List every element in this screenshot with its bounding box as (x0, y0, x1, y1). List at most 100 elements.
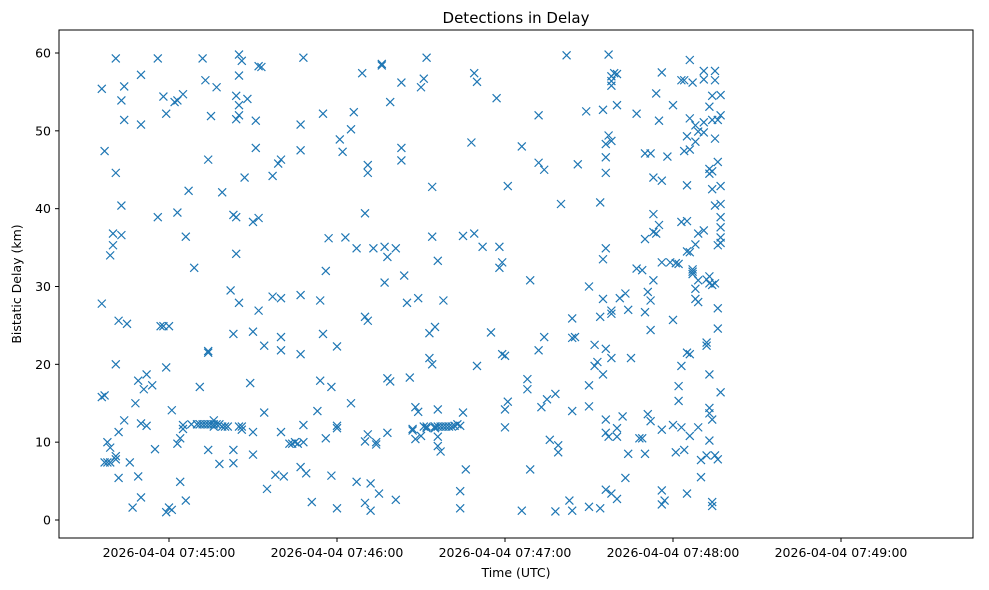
data-point (646, 296, 656, 305)
data-point (97, 84, 107, 94)
data-point (685, 113, 695, 123)
data-point (228, 445, 238, 455)
data-point (198, 54, 208, 63)
data-point (315, 296, 325, 305)
data-point (702, 338, 712, 347)
data-point (172, 439, 182, 449)
x-tick-label: 2026-04-04 07:45:00 (103, 545, 236, 560)
data-point (405, 373, 415, 382)
data-point (685, 247, 695, 257)
data-point (646, 416, 656, 426)
data-point (500, 422, 510, 432)
data-point (539, 332, 549, 342)
data-point (203, 348, 213, 358)
data-point (189, 263, 199, 273)
data-point (623, 449, 633, 459)
data-point (503, 397, 513, 407)
data-point (226, 285, 236, 295)
data-point (385, 377, 395, 386)
data-point (604, 50, 614, 59)
data-point (270, 470, 280, 480)
data-point (276, 155, 286, 165)
data-point (371, 437, 381, 447)
data-point (382, 428, 392, 438)
data-point (452, 419, 462, 429)
data-point (105, 250, 115, 260)
x-tick-label: 2026-04-04 07:49:00 (775, 545, 908, 560)
data-point (234, 298, 244, 308)
data-point (430, 423, 440, 433)
data-point (648, 227, 658, 237)
data-point (690, 137, 700, 147)
data-point (363, 316, 373, 326)
data-point (332, 421, 342, 431)
data-point (276, 345, 286, 355)
data-point (438, 296, 448, 305)
data-point (102, 457, 112, 467)
data-point (363, 168, 373, 178)
data-point (338, 147, 348, 157)
data-point (402, 298, 412, 308)
data-point (657, 425, 667, 435)
data-point (696, 455, 706, 465)
y-tick-label: 30 (35, 279, 51, 294)
data-point (497, 257, 507, 267)
data-point (296, 290, 306, 300)
data-point (391, 495, 401, 505)
data-point (710, 450, 720, 460)
data-point (153, 212, 163, 222)
data-point (231, 114, 241, 124)
data-point (276, 332, 286, 342)
data-point (161, 507, 171, 517)
data-point (234, 50, 244, 59)
data-point (525, 275, 535, 285)
y-tick-label: 20 (35, 357, 51, 372)
data-point (472, 361, 482, 371)
data-point (312, 406, 322, 416)
data-point (170, 97, 180, 107)
data-point (699, 117, 709, 127)
data-point (612, 423, 622, 433)
data-point (416, 82, 426, 92)
data-point (534, 158, 544, 168)
y-axis: 0 10 20 30 40 50 60 (35, 46, 59, 528)
data-point (503, 181, 513, 191)
data-point (707, 280, 717, 290)
data-point (713, 303, 723, 313)
data-point (139, 384, 149, 394)
data-point (133, 471, 143, 481)
data-point (301, 468, 311, 478)
data-point (332, 503, 342, 513)
data-point (676, 75, 686, 85)
data-point (671, 258, 681, 268)
data-point (161, 363, 171, 372)
data-point (564, 496, 574, 505)
data-point (704, 102, 714, 112)
data-point (419, 74, 429, 84)
data-point (248, 327, 258, 337)
data-point (245, 378, 255, 388)
data-point (326, 471, 336, 481)
data-point (654, 116, 664, 126)
data-point (335, 134, 345, 144)
data-point (119, 415, 129, 425)
data-point (704, 408, 714, 418)
data-point (340, 233, 350, 242)
data-point (108, 240, 118, 250)
data-point (422, 423, 432, 433)
data-point (231, 91, 241, 101)
data-point (620, 473, 630, 483)
data-point (612, 69, 622, 79)
data-point (360, 436, 370, 446)
data-point (553, 447, 563, 457)
data-point (167, 405, 177, 415)
data-point (693, 229, 703, 238)
data-point (492, 93, 502, 103)
data-point (105, 443, 115, 453)
data-point (620, 289, 630, 298)
data-point (352, 243, 362, 253)
data-point (598, 370, 608, 379)
x-tick-label: 2026-04-04 07:46:00 (271, 545, 404, 560)
data-point (517, 141, 527, 151)
data-point (562, 50, 572, 60)
